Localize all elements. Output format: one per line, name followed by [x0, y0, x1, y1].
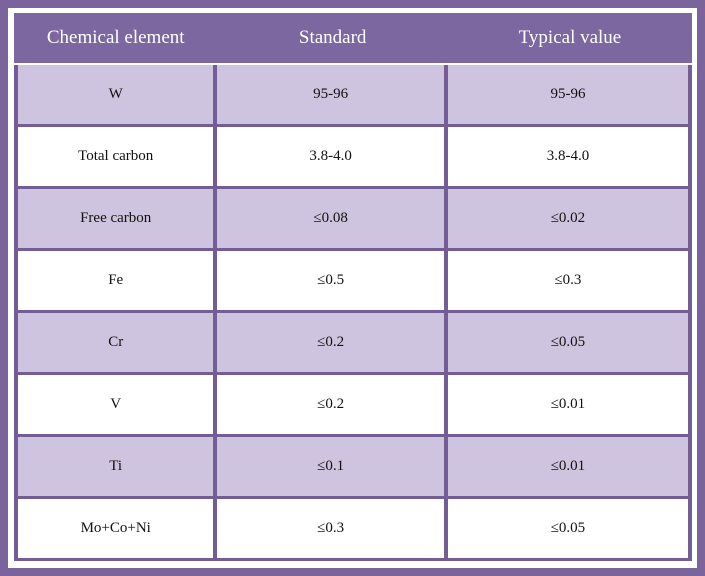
cell-standard: ≤0.08: [217, 189, 448, 251]
cell-standard: ≤0.3: [217, 499, 448, 561]
cell-standard: ≤0.2: [217, 313, 448, 375]
cell-standard: ≤0.2: [217, 375, 448, 437]
table-row: Fe ≤0.5 ≤0.3: [14, 251, 692, 313]
cell-typical: ≤0.01: [447, 375, 692, 437]
cell-element: Total carbon: [14, 127, 218, 189]
cell-element: Ti: [14, 437, 218, 499]
cell-typical: ≤0.3: [447, 251, 692, 313]
cell-element: Fe: [14, 251, 218, 313]
cell-element: Free carbon: [14, 189, 218, 251]
column-header-chemical-element: Chemical element: [14, 13, 218, 65]
table-row: Ti ≤0.1 ≤0.01: [14, 437, 692, 499]
cell-typical: 3.8-4.0: [447, 127, 692, 189]
header-row: Chemical element Standard Typical value: [14, 13, 692, 65]
cell-standard: ≤0.1: [217, 437, 448, 499]
cell-standard: ≤0.5: [217, 251, 448, 313]
cell-typical: ≤0.01: [447, 437, 692, 499]
cell-typical: ≤0.02: [447, 189, 692, 251]
cell-typical: ≤0.05: [447, 499, 692, 561]
table-row: Total carbon 3.8-4.0 3.8-4.0: [14, 127, 692, 189]
table-row: W 95-96 95-96: [14, 65, 692, 127]
table-row: Free carbon ≤0.08 ≤0.02: [14, 189, 692, 251]
cell-typical: ≤0.05: [447, 313, 692, 375]
column-header-standard: Standard: [217, 13, 448, 65]
table-panel: Chemical element Standard Typical value …: [8, 8, 697, 568]
cell-element: Cr: [14, 313, 218, 375]
cell-standard: 95-96: [217, 65, 448, 127]
table-header: Chemical element Standard Typical value: [14, 13, 692, 65]
table-body: W 95-96 95-96 Total carbon 3.8-4.0 3.8-4…: [14, 65, 692, 561]
cell-standard: 3.8-4.0: [217, 127, 448, 189]
chemical-composition-table: Chemical element Standard Typical value …: [14, 13, 692, 561]
cell-element: Mo+Co+Ni: [14, 499, 218, 561]
cell-element: W: [14, 65, 218, 127]
table-row: Mo+Co+Ni ≤0.3 ≤0.05: [14, 499, 692, 561]
table-row: Cr ≤0.2 ≤0.05: [14, 313, 692, 375]
table-row: V ≤0.2 ≤0.01: [14, 375, 692, 437]
column-header-typical-value: Typical value: [447, 13, 692, 65]
cell-element: V: [14, 375, 218, 437]
cell-typical: 95-96: [447, 65, 692, 127]
